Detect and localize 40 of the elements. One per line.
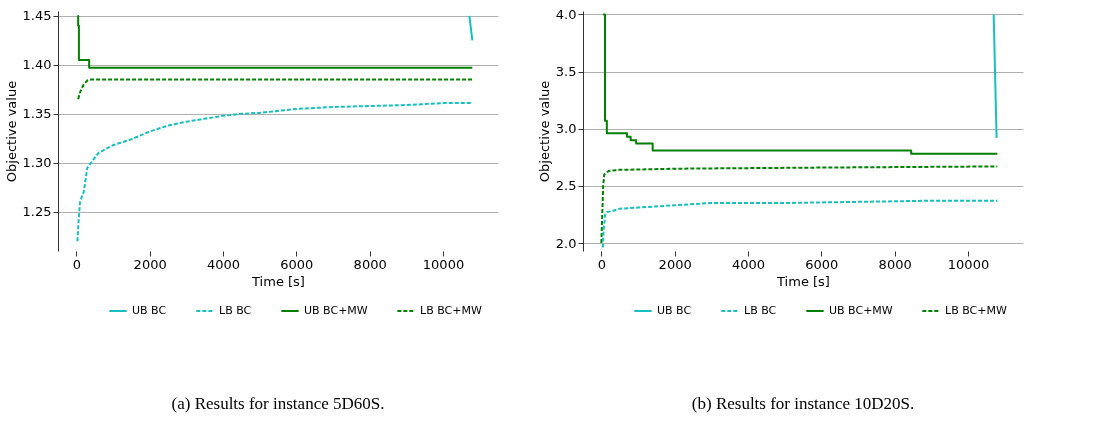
x-tick-label: 2000 (133, 256, 167, 272)
y-tick-label: 2.5 (555, 178, 577, 194)
x-tick-label: 8000 (878, 256, 912, 272)
text: (b) Results for instance 10D20S. (691, 394, 915, 413)
y-tick-label: 4.0 (555, 6, 577, 22)
legend-label: LB BC+MW (945, 304, 1007, 317)
x-tick-label: 8000 (353, 256, 387, 272)
text: (a) Results for instance 5D60S. (171, 394, 385, 413)
legend-label: UB BC+MW (304, 304, 368, 317)
y-tick-label: 1.30 (22, 155, 52, 171)
line-series (600, 165, 999, 244)
x-tick-label: 2000 (658, 256, 692, 272)
x-tick-label: 10000 (422, 256, 465, 272)
legend-label: UB BC (132, 304, 167, 317)
x-axis-title: Time [s] (251, 273, 305, 289)
legend-label: UB BC (657, 304, 692, 317)
x-tick-label: 6000 (280, 256, 314, 272)
x-tick-label: 4000 (206, 256, 241, 272)
y-tick-label: 1.45 (22, 8, 52, 24)
x-tick-label: 10000 (947, 256, 990, 272)
y-tick-label: 1.25 (22, 204, 52, 220)
x-tick-label: 4000 (731, 256, 766, 272)
legend-label: UB BC+MW (829, 304, 893, 317)
x-tick-label: 0 (72, 256, 81, 272)
y-tick-label: 3.5 (555, 64, 577, 80)
x-axis-title: Time [s] (776, 273, 830, 289)
legend-label: LB BC (744, 304, 777, 317)
y-tick-label: 2.0 (555, 235, 577, 251)
line-series (601, 199, 999, 249)
x-tick-label: 6000 (805, 256, 839, 272)
line-series (77, 78, 474, 101)
y-tick-label: 1.35 (22, 106, 52, 122)
line-series (76, 102, 474, 243)
legend-label: LB BC+MW (420, 304, 482, 317)
y-tick-label: 1.40 (22, 57, 52, 73)
y-axis-title: Objective value (536, 80, 552, 183)
y-tick-label: 3.0 (555, 121, 577, 137)
legend-label: LB BC (219, 304, 252, 317)
y-axis-title: Objective value (3, 80, 19, 183)
x-tick-label: 0 (597, 256, 606, 272)
